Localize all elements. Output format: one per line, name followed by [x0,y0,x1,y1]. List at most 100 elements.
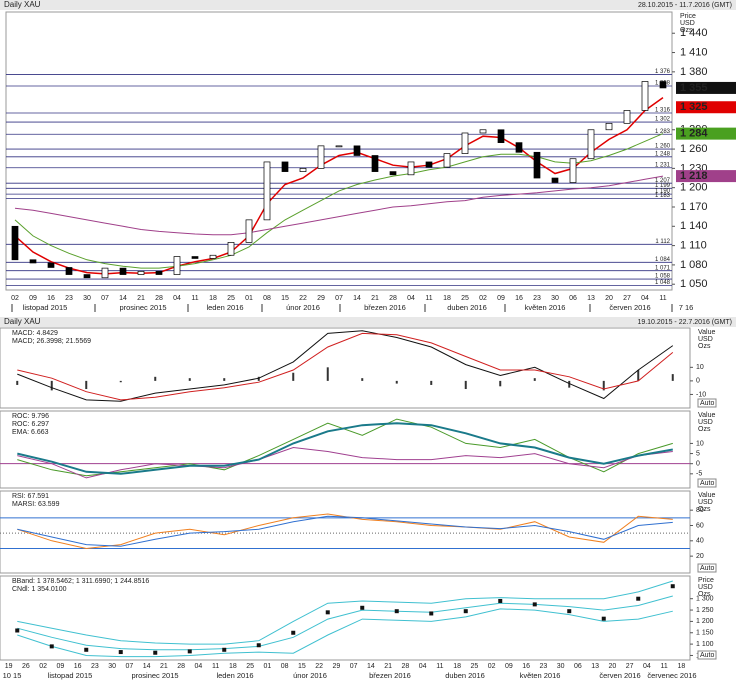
candle [443,153,451,168]
plot-frame [5,11,673,291]
candle [317,145,325,169]
x-tick-label: 18 [229,663,237,670]
y-tick-label: 10 [696,364,704,371]
level-label: 1 084 [655,257,671,263]
x-tick-label: 11 [659,295,666,302]
x-tick-label: 16 [47,295,55,302]
legend-entry: CNdl: 1 354.0100 [12,586,67,593]
axis-unit-label: Ozs [698,506,711,513]
series-line [17,422,673,475]
moving-average [14,175,664,236]
series-line [17,608,673,658]
x-tick-label: 30 [83,295,91,302]
x-tick-label: 11 [660,663,667,670]
x-tick-label: 02 [488,663,496,670]
y-tick-label: 40 [696,538,704,545]
x-tick-label: 25 [246,663,254,670]
y-tick-label: 1 250 [696,607,714,614]
legend-entry: MACD; 26.3998; 21.5569 [12,338,91,345]
x-tick-label: 15 [281,295,289,302]
x-tick-label: 09 [505,663,513,670]
month-label: duben 2016 [445,671,485,680]
y-tick-label: 1 100 [696,641,714,648]
x-tick-label: 28 [155,295,163,302]
y-tick-label: 20 [696,553,704,560]
candle [29,259,37,264]
month-label: březen 2016 [364,303,406,312]
x-tick-label: 11 [436,663,443,670]
y-tick-label: 1 440 [680,27,708,39]
x-tick-label: 08 [263,295,271,302]
histogram-bar [257,376,260,381]
x-tick-label: 07 [350,663,358,670]
month-label: leden 2016 [216,671,253,680]
auto-button [697,650,717,660]
y-tick-label: 1 410 [680,46,708,58]
x-tick-label: 28 [177,663,185,670]
candle [155,270,163,275]
close-mark [601,616,606,621]
candle [227,242,235,256]
legend-entry: RSI: 67.591 [12,493,49,500]
moving-average [14,96,664,275]
close-mark [118,650,123,655]
candle [119,267,127,275]
candle [371,155,379,172]
candle [605,122,613,131]
y-tick-label: 1 140 [680,220,708,232]
x-tick-label: 25 [227,295,235,302]
month-label: 10 15 [3,671,22,680]
chart-title: Daily XAU [4,0,41,9]
histogram-bar [499,380,502,387]
x-tick-label: 25 [461,295,469,302]
x-tick-label: 29 [332,663,340,670]
x-tick-label: 11 [212,663,219,670]
close-mark [153,650,158,655]
x-tick-label: 26 [22,663,30,670]
legend-entry: MARSI: 63.599 [12,501,60,508]
x-tick-label: 04 [643,663,651,670]
close-mark [567,609,572,614]
level-label: 1 048 [655,280,671,286]
close-mark [360,605,365,610]
x-tick-label: 14 [367,663,375,670]
chart-range: 28.10.2015 - 11.7.2016 (GMT) [638,2,732,9]
month-label: duben 2016 [447,303,487,312]
x-tick-label: 23 [539,663,547,670]
level-label: 1 283 [655,129,671,135]
close-mark [187,649,192,654]
histogram-bar [119,380,122,383]
x-tick-label: 13 [591,663,599,670]
month-label: březen 2016 [369,671,411,680]
auto-button-label: Auto [700,480,715,487]
y-tick-label: 1 200 [696,618,714,625]
level-label: 1 190 [655,189,671,195]
y-tick-label: 1 380 [680,66,708,78]
x-tick-label: 27 [623,295,631,302]
y-tick-label: 1 170 [680,201,708,213]
histogram-bar [637,370,640,381]
plot-frame [0,410,691,489]
month-label: prosinec 2015 [131,671,178,680]
axis-unit-label: Value [698,329,715,336]
x-tick-label: 21 [384,663,392,670]
close-mark [429,611,434,616]
close-mark [84,647,89,652]
x-tick-label: 08 [281,663,289,670]
close-mark [463,609,468,614]
month-label: červen 2016 [609,303,650,312]
histogram-bar [464,380,467,390]
axis-unit-label: Ozs [698,591,711,598]
candle [461,132,469,154]
histogram-bar [361,378,364,381]
axis-unit-label: Price [698,577,714,584]
x-tick-label: 04 [173,295,181,302]
candle [47,262,55,268]
x-tick-label: 23 [533,295,541,302]
level-label: 1 260 [655,144,671,150]
axis-unit-label: USD [698,419,713,426]
month-label: květen 2016 [520,671,561,680]
y-tick-label: -5 [696,471,702,478]
legend-entry: EMA: 6.663 [12,429,49,436]
x-tick-label: 11 [425,295,432,302]
